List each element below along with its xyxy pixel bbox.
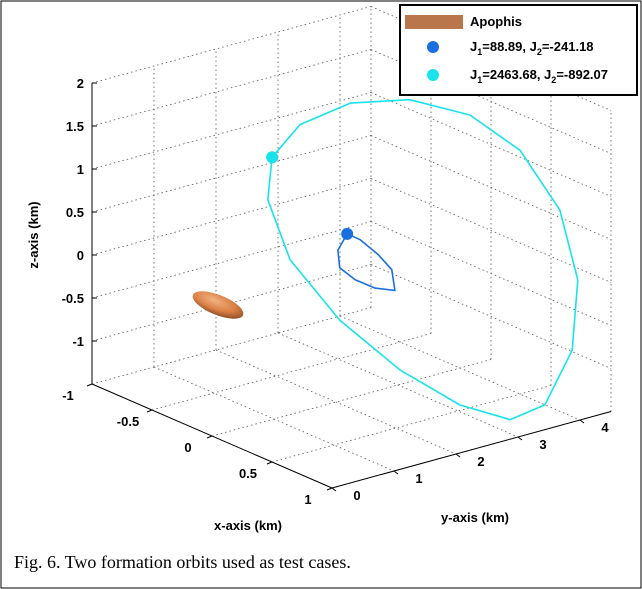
caption: Fig. 6. Two formation orbits used as tes… [14, 552, 351, 572]
z-axis-label: z-axis (km) [26, 201, 41, 268]
y-tick-label: 3 [539, 437, 546, 452]
tick-mark [146, 409, 153, 413]
grid-line [370, 221, 612, 326]
x-tick-label: -0.5 [117, 414, 139, 429]
orbit-marker [266, 151, 279, 164]
plot [266, 98, 579, 421]
legend-text: =2463.68, J [482, 67, 551, 82]
tick-mark [206, 435, 213, 439]
grid-line [91, 135, 372, 213]
tick-mark [517, 436, 523, 441]
legend: Apophis J1=88.89, J2=-241.18J1=2463.68, … [399, 4, 638, 96]
legend-subscript: 1 [477, 75, 482, 85]
grid-line [370, 92, 612, 197]
tick-mark [579, 419, 585, 424]
legend-label: J1=88.89, J2=-241.18 [470, 39, 594, 57]
tick-mark [326, 487, 333, 491]
legend-label: Apophis [470, 14, 522, 29]
grid-line [370, 135, 612, 240]
grid-line [339, 315, 581, 421]
z-tick-label: 0.5 [66, 205, 84, 220]
orbit-marker [341, 227, 354, 240]
legend-text: =-241.18 [542, 39, 594, 54]
legend-subscript: 2 [551, 75, 556, 85]
z-tick-label: 2 [77, 76, 84, 91]
grid-line [91, 178, 372, 256]
grid-line [215, 349, 457, 455]
grid-line [370, 264, 612, 369]
tick-mark [393, 470, 399, 475]
x-tick-label: 1 [304, 492, 311, 507]
x-axis-label: x-axis (km) [214, 518, 282, 533]
orbit-line [267, 98, 579, 421]
z-tick-label: -0.5 [62, 291, 84, 306]
legend-text: =88.89, J [482, 39, 537, 54]
grid-line [91, 92, 372, 170]
y-tick-label: 2 [477, 454, 484, 469]
legend-patch [405, 15, 463, 29]
z-tick-label: -1 [72, 334, 84, 349]
y-axis-label: y-axis (km) [441, 510, 509, 525]
grid-line [91, 221, 372, 299]
z-tick-label: 1.5 [66, 119, 84, 134]
legend-label: J1=2463.68, J2=-892.07 [470, 67, 608, 85]
grid-line [91, 307, 372, 385]
grid-line [91, 6, 372, 84]
x-tick-label: 0 [184, 440, 191, 455]
grid-line [370, 178, 612, 283]
grid-line [91, 49, 372, 127]
orbit-line [337, 233, 396, 292]
grid-line [211, 359, 492, 437]
legend-marker [427, 41, 439, 53]
tick-mark [455, 453, 461, 458]
y-tick-label: 1 [415, 471, 422, 486]
grid-line [153, 366, 395, 472]
tick-mark [266, 461, 273, 465]
legend-subscript: 1 [477, 47, 482, 57]
tick-mark [331, 487, 337, 492]
y-tick-label: 4 [601, 420, 609, 435]
grid-line [271, 385, 552, 463]
legend-text: J [470, 39, 477, 54]
legend-text: J [470, 67, 477, 82]
legend-text: =-892.07 [556, 67, 608, 82]
grid-line [151, 333, 432, 411]
y-tick-label: 0 [353, 488, 360, 503]
asteroid-shape [192, 291, 244, 319]
x-tick-label: 0.5 [239, 466, 257, 481]
grid-line [370, 49, 612, 154]
axis-line [331, 411, 612, 489]
grid-line [277, 332, 519, 438]
legend-marker [427, 69, 439, 81]
legend-subscript: 2 [537, 47, 542, 57]
z-tick-label: 1 [77, 162, 84, 177]
x-tick-label: -1 [62, 388, 74, 403]
z-tick-label: 0 [77, 248, 84, 263]
tick-mark [86, 383, 93, 387]
